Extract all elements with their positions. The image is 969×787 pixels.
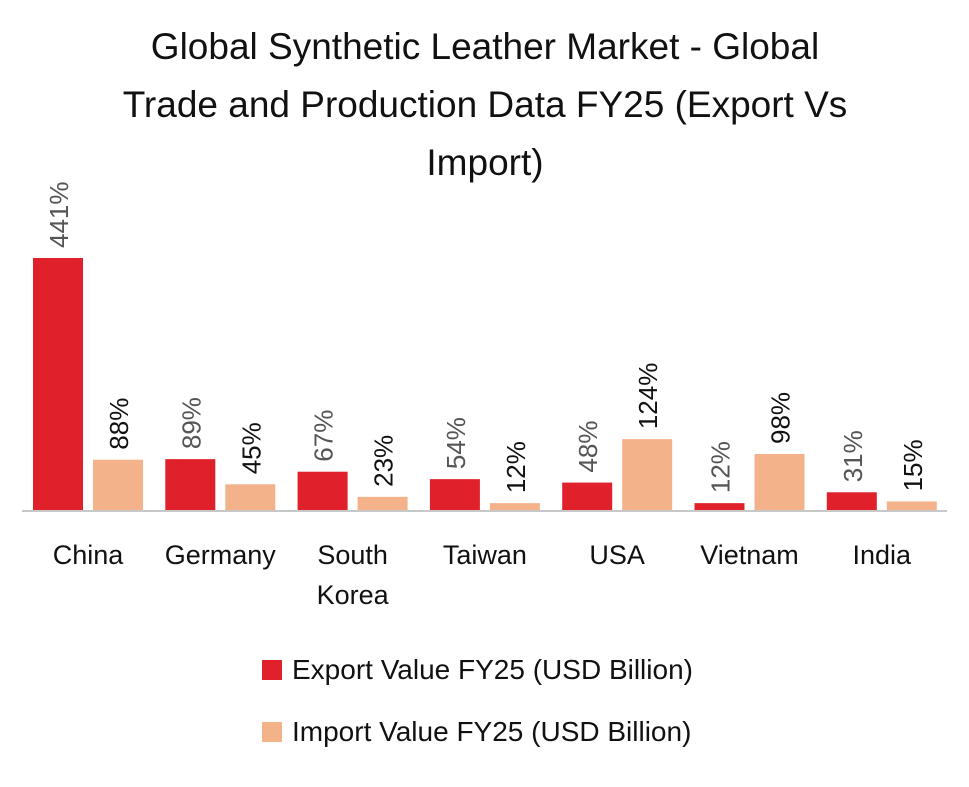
- bar-export: [429, 479, 480, 510]
- bar-export: [562, 482, 613, 510]
- bar-import: [225, 484, 276, 510]
- data-label: 67%: [309, 410, 339, 462]
- x-tick-label: China: [53, 540, 125, 570]
- x-tick-label: Taiwan: [443, 540, 527, 570]
- data-label: 15%: [898, 439, 928, 491]
- x-tick-label: USA: [589, 540, 645, 570]
- x-tick-label: Vietnam: [700, 540, 799, 570]
- data-label: 88%: [104, 398, 134, 450]
- data-label: 54%: [441, 417, 471, 469]
- bar-export: [297, 471, 348, 510]
- bar-export: [165, 459, 216, 510]
- chart-title-line: Import): [426, 142, 544, 183]
- bar-import: [93, 459, 143, 510]
- x-tick-label: Germany: [165, 540, 277, 570]
- bar-import: [886, 501, 937, 510]
- data-label: 31%: [838, 430, 868, 482]
- data-label: 23%: [369, 435, 399, 487]
- legend-label-export: Export Value FY25 (USD Billion): [292, 654, 693, 685]
- legend-item-import: Import Value FY25 (USD Billion): [262, 712, 693, 752]
- data-label: 48%: [573, 421, 603, 473]
- legend-item-export: Export Value FY25 (USD Billion): [262, 650, 693, 690]
- bar-import: [357, 496, 408, 510]
- bar-import: [489, 503, 540, 510]
- x-tick-label: South: [317, 540, 388, 570]
- data-label: 98%: [766, 392, 796, 444]
- chart-title: Global Synthetic Leather Market - Global…: [40, 18, 930, 192]
- data-label: 89%: [176, 397, 206, 449]
- data-label: 441%: [44, 182, 74, 249]
- chart-title-line: Global Synthetic Leather Market - Global: [150, 26, 820, 67]
- x-tick-label: Korea: [317, 580, 390, 610]
- x-tick-label: India: [853, 540, 913, 570]
- bar-import: [754, 454, 805, 510]
- legend: Export Value FY25 (USD Billion) Import V…: [262, 650, 693, 774]
- bar-export: [33, 258, 83, 510]
- data-label: 45%: [236, 422, 266, 474]
- chart-title-line: Trade and Production Data FY25 (Export V…: [122, 84, 848, 125]
- plot-area: 441% 88% China 89% 45% Germany 67% 23% South Kore…: [22, 182, 947, 610]
- data-label: 124%: [633, 363, 663, 430]
- data-label: 12%: [706, 441, 736, 493]
- legend-swatch-export: [262, 660, 282, 680]
- data-label: 12%: [501, 441, 531, 493]
- bar-export: [826, 492, 877, 510]
- legend-label-import: Import Value FY25 (USD Billion): [292, 716, 692, 747]
- legend-swatch-import: [262, 722, 282, 742]
- bar-import: [622, 439, 673, 510]
- bar-export: [694, 503, 745, 510]
